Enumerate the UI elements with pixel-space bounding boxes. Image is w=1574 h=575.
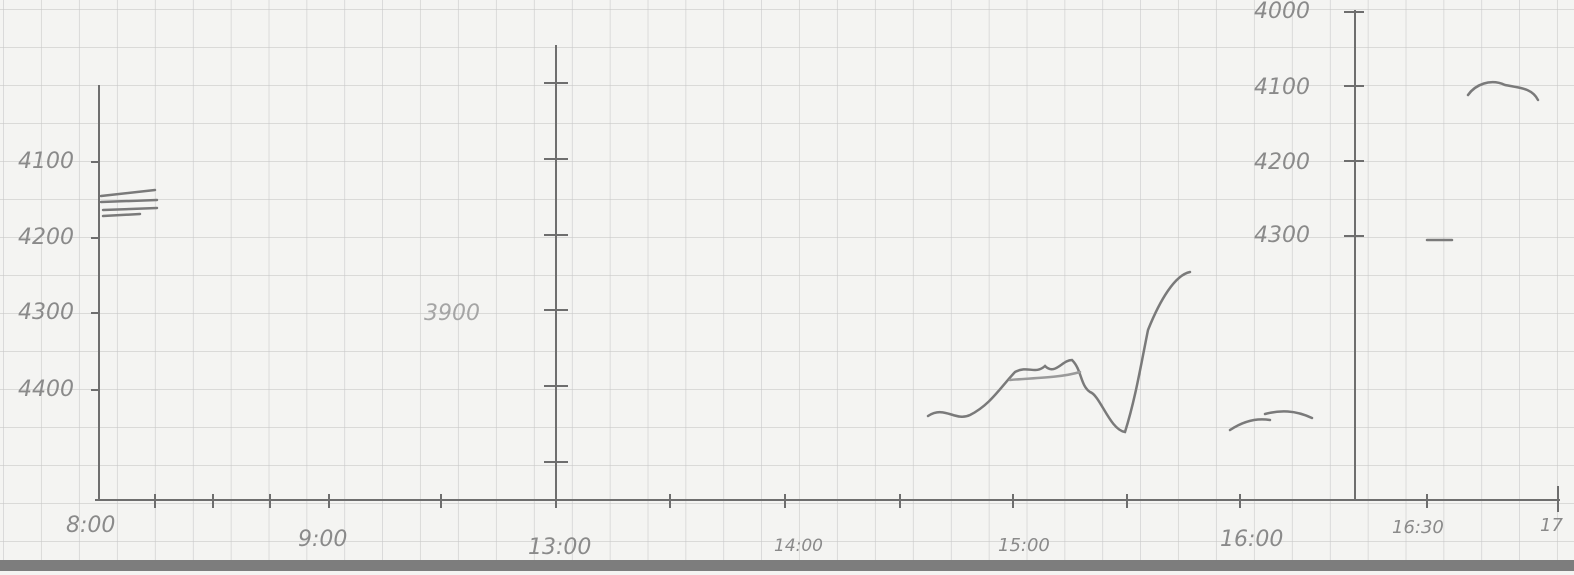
paper-edge — [0, 560, 1574, 571]
middle-label: 3900 — [424, 301, 480, 326]
time-label: 17 — [1540, 515, 1563, 536]
time-label: 8:00 — [66, 513, 115, 538]
time-label: 9:00 — [298, 527, 347, 552]
left-label: 4400 — [18, 377, 74, 402]
left-label: 4200 — [18, 225, 74, 250]
time-label: 13:00 — [528, 535, 591, 560]
right-label: 4200 — [1254, 150, 1310, 175]
time-ticks — [154, 486, 1559, 512]
right-label: 4000 — [1254, 0, 1310, 24]
left-ticks — [91, 161, 99, 391]
pencil-curves — [99, 80, 1540, 434]
time-label: 14:00 — [774, 536, 823, 556]
middle-ticks — [544, 82, 568, 463]
time-label: 16:00 — [1220, 527, 1283, 552]
left-label: 4300 — [18, 300, 74, 325]
left-label: 4100 — [18, 149, 74, 174]
time-label: 16:30 — [1392, 517, 1444, 538]
time-label: 15:00 — [998, 535, 1050, 556]
right-ticks — [1344, 11, 1364, 237]
right-label: 4100 — [1254, 75, 1310, 100]
right-label: 4300 — [1254, 223, 1310, 248]
